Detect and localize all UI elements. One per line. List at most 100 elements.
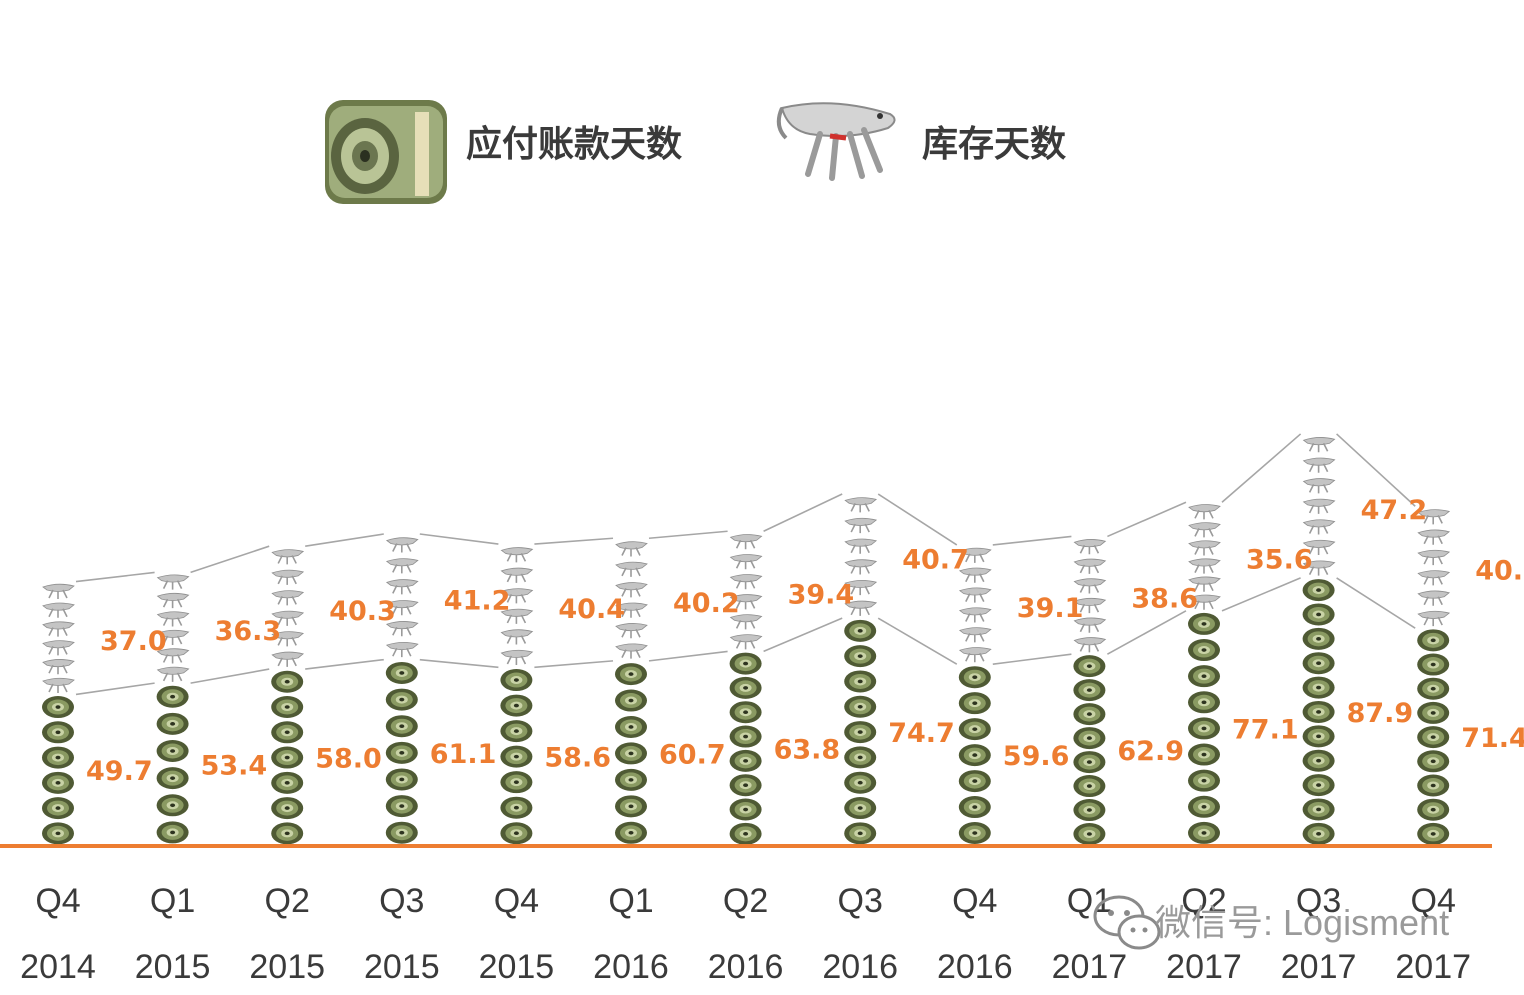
connector-line-payables <box>305 658 384 670</box>
money-roll-icon <box>156 821 189 844</box>
watermark: 微信号: Logisment <box>1093 895 1449 950</box>
money-roll-icon <box>1417 653 1450 676</box>
money-roll-icon <box>958 770 991 793</box>
money-roll-icon <box>615 663 647 686</box>
money-roll-icon <box>729 798 762 821</box>
jd-dog-icon <box>385 536 419 554</box>
x-tick-year: 2016 <box>708 948 784 986</box>
jd-dog-icon <box>615 540 648 558</box>
bar-segment-payables <box>1417 629 1450 845</box>
value-label-payables: 59.6 <box>1003 741 1070 772</box>
money-roll-icon <box>1302 676 1335 699</box>
jd-dog-icon <box>1417 590 1450 607</box>
x-tick-year: 2015 <box>135 948 211 986</box>
legend-jd-dog-icon <box>776 102 896 181</box>
money-roll-icon <box>271 670 304 693</box>
jd-dog-icon <box>615 622 648 640</box>
x-tick-quarter: Q1 <box>608 882 653 920</box>
money-roll-icon <box>500 720 533 743</box>
bar-segment-payables <box>1073 655 1106 846</box>
money-roll-icon <box>729 652 762 675</box>
money-roll-icon <box>958 744 991 767</box>
bar-segment-payables <box>1302 579 1335 845</box>
value-label-payables: 49.7 <box>86 756 153 787</box>
jd-dog-icon <box>958 626 992 644</box>
bar-segment-inventory <box>271 548 305 668</box>
bar-segment-payables <box>42 696 74 845</box>
value-label-inventory: 39.1 <box>1017 593 1084 624</box>
x-tick-year: 2017 <box>1395 948 1471 986</box>
money-roll-icon <box>500 669 533 692</box>
x-tick-quarter: Q2 <box>1181 882 1226 920</box>
x-tick-quarter: Q4 <box>952 882 997 920</box>
jd-dog-icon <box>844 496 878 514</box>
jd-dog-icon <box>1073 636 1107 654</box>
money-roll-icon <box>1073 775 1106 798</box>
jd-dog-icon <box>42 658 75 676</box>
bar-segment-payables <box>1188 612 1220 844</box>
money-roll-icon <box>1188 665 1220 688</box>
money-roll-icon <box>385 715 418 738</box>
money-roll-icon <box>271 771 304 794</box>
money-roll-icon <box>1417 629 1450 652</box>
x-tick-year: 2015 <box>249 948 325 986</box>
money-roll-icon <box>1417 750 1450 773</box>
money-roll-icon <box>385 661 418 684</box>
connector-line-payables <box>763 617 843 653</box>
money-roll-icon <box>729 774 762 797</box>
bar-segment-payables <box>156 685 189 844</box>
value-label-payables: 74.7 <box>888 718 955 749</box>
jd-dog-icon <box>1188 503 1221 521</box>
bar-segment-payables <box>385 661 418 844</box>
money-roll-icon <box>1188 821 1220 844</box>
value-label-inventory: 35.6 <box>1246 545 1313 576</box>
connector-line-payables <box>190 668 270 684</box>
money-roll-icon <box>844 670 877 693</box>
value-label-payables: 77.1 <box>1232 714 1299 745</box>
bar-segment-payables <box>500 669 533 845</box>
jd-dog-icon <box>1302 477 1336 495</box>
money-roll-icon <box>1188 691 1220 714</box>
legend: 应付账款天数 库存天数 <box>325 100 1066 204</box>
money-roll-icon <box>1417 774 1450 797</box>
x-tick-year: 2015 <box>479 948 555 986</box>
x-tick-year: 2017 <box>1166 948 1242 986</box>
money-roll-icon <box>1302 700 1335 723</box>
connector-line-total <box>1336 433 1416 507</box>
x-tick-quarter: Q3 <box>838 882 883 920</box>
money-roll-icon <box>1302 627 1335 650</box>
money-roll-icon <box>1073 703 1106 726</box>
money-roll-icon <box>1302 774 1335 797</box>
connector-line-total <box>75 571 155 583</box>
money-roll-icon <box>1417 822 1450 845</box>
jd-dog-icon <box>1188 539 1221 557</box>
money-roll-icon <box>615 689 647 712</box>
money-roll-icon <box>1417 726 1450 749</box>
money-roll-icon <box>844 695 877 718</box>
bar-segment-payables <box>615 663 647 844</box>
jd-dog-icon <box>1417 549 1450 566</box>
connector-line-payables <box>534 660 614 669</box>
connector-line-payables <box>419 658 499 669</box>
value-label-inventory: 38.6 <box>1131 584 1198 615</box>
money-roll-icon <box>500 745 533 768</box>
connector-line-payables <box>1107 610 1187 655</box>
bar-segment-payables <box>271 670 304 845</box>
jd-dog-icon <box>958 587 992 604</box>
legend-money-roll-icon <box>325 100 447 204</box>
money-roll-icon <box>1417 701 1450 724</box>
money-roll-icon <box>844 797 877 820</box>
x-tick-quarter: Q3 <box>379 882 424 920</box>
jd-dog-icon <box>156 610 190 628</box>
money-roll-icon <box>42 696 74 719</box>
money-roll-icon <box>844 645 877 668</box>
jd-dog-icon <box>271 651 305 668</box>
jd-dog-icon <box>1302 498 1336 515</box>
money-roll-icon <box>156 685 189 708</box>
jd-dog-icon <box>1188 521 1221 539</box>
money-roll-icon <box>844 822 877 845</box>
money-roll-icon <box>844 721 877 744</box>
money-roll-icon <box>1073 799 1106 822</box>
money-roll-icon <box>729 822 762 845</box>
